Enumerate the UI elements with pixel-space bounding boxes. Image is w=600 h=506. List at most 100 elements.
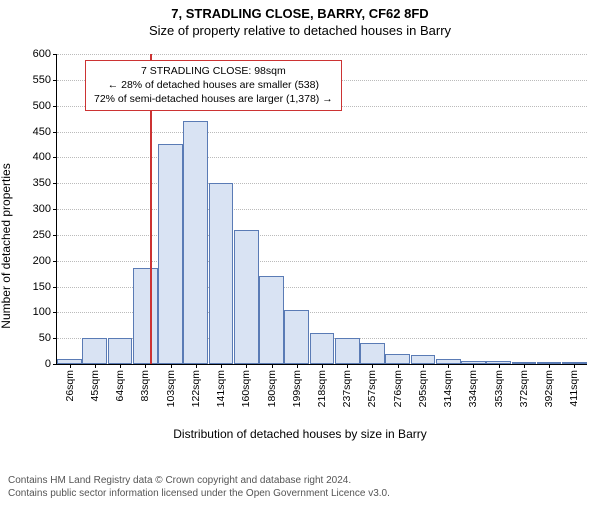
- ytick-label: 150: [33, 281, 51, 293]
- xtick-label: 26sqm: [64, 370, 76, 402]
- xtick-mark: [297, 364, 298, 368]
- ytick-label: 50: [39, 332, 51, 344]
- ytick-mark: [53, 209, 57, 210]
- ytick-mark: [53, 80, 57, 81]
- gridline-h: [57, 132, 587, 133]
- xtick-mark: [221, 364, 222, 368]
- xtick-label: 160sqm: [240, 370, 252, 407]
- xtick-label: 295sqm: [417, 370, 429, 407]
- ytick-mark: [53, 183, 57, 184]
- gridline-h: [57, 54, 587, 55]
- xtick-label: 237sqm: [341, 370, 353, 407]
- xtick-label: 353sqm: [493, 370, 505, 407]
- plot-region: 7 STRADLING CLOSE: 98sqm ← 28% of detach…: [56, 54, 587, 365]
- xtick-mark: [574, 364, 575, 368]
- ytick-label: 250: [33, 229, 51, 241]
- ytick-mark: [53, 287, 57, 288]
- footer-line2: Contains public sector information licen…: [8, 488, 390, 501]
- ytick-label: 450: [33, 126, 51, 138]
- xtick-mark: [95, 364, 96, 368]
- histogram-bar: [284, 310, 309, 364]
- xtick-label: 141sqm: [215, 370, 227, 407]
- histogram-bar: [108, 338, 133, 364]
- xtick-label: 334sqm: [467, 370, 479, 407]
- gridline-h: [57, 261, 587, 262]
- xtick-label: 103sqm: [165, 370, 177, 407]
- ytick-mark: [53, 106, 57, 107]
- histogram-bar: [183, 121, 208, 364]
- xtick-label: 83sqm: [139, 370, 151, 402]
- ytick-label: 200: [33, 255, 51, 267]
- histogram-bar: [234, 230, 259, 364]
- ytick-mark: [53, 338, 57, 339]
- ytick-label: 300: [33, 203, 51, 215]
- xtick-mark: [171, 364, 172, 368]
- ytick-mark: [53, 235, 57, 236]
- xtick-mark: [145, 364, 146, 368]
- histogram-bar: [360, 343, 385, 364]
- ytick-mark: [53, 312, 57, 313]
- xtick-label: 411sqm: [568, 370, 580, 407]
- ytick-label: 550: [33, 74, 51, 86]
- histogram-bar: [335, 338, 360, 364]
- ytick-label: 400: [33, 151, 51, 163]
- xtick-mark: [499, 364, 500, 368]
- xtick-label: 372sqm: [518, 370, 530, 407]
- ytick-mark: [53, 261, 57, 262]
- xtick-mark: [524, 364, 525, 368]
- ytick-mark: [53, 54, 57, 55]
- xtick-mark: [70, 364, 71, 368]
- annotation-line1: 7 STRADLING CLOSE: 98sqm: [94, 64, 333, 78]
- histogram-bar: [411, 355, 436, 364]
- annotation-line3: 72% of semi-detached houses are larger (…: [94, 92, 333, 106]
- footer-attribution: Contains HM Land Registry data © Crown c…: [8, 475, 390, 500]
- xtick-mark: [322, 364, 323, 368]
- xtick-mark: [423, 364, 424, 368]
- gridline-h: [57, 183, 587, 184]
- ytick-label: 0: [45, 358, 51, 370]
- xtick-label: 64sqm: [114, 370, 126, 402]
- xtick-label: 257sqm: [366, 370, 378, 407]
- xtick-mark: [549, 364, 550, 368]
- xtick-mark: [196, 364, 197, 368]
- xtick-label: 122sqm: [190, 370, 202, 407]
- xtick-mark: [448, 364, 449, 368]
- xtick-label: 180sqm: [266, 370, 278, 407]
- xtick-label: 314sqm: [442, 370, 454, 407]
- xtick-mark: [347, 364, 348, 368]
- gridline-h: [57, 235, 587, 236]
- histogram-bar: [133, 268, 158, 364]
- histogram-bar: [209, 183, 234, 364]
- ytick-label: 350: [33, 177, 51, 189]
- chart-area: Number of detached properties 7 STRADLIN…: [0, 48, 600, 443]
- xtick-mark: [246, 364, 247, 368]
- ytick-label: 100: [33, 306, 51, 318]
- ytick-mark: [53, 132, 57, 133]
- gridline-h: [57, 157, 587, 158]
- xtick-label: 218sqm: [316, 370, 328, 407]
- xtick-mark: [398, 364, 399, 368]
- y-axis-label: Number of detached properties: [0, 146, 13, 346]
- footer-line1: Contains HM Land Registry data © Crown c…: [8, 475, 390, 488]
- ytick-mark: [53, 364, 57, 365]
- annotation-line2: ← 28% of detached houses are smaller (53…: [94, 78, 333, 92]
- histogram-bar: [259, 276, 284, 364]
- ytick-label: 600: [33, 48, 51, 60]
- ytick-mark: [53, 157, 57, 158]
- xtick-mark: [120, 364, 121, 368]
- annotation-box: 7 STRADLING CLOSE: 98sqm ← 28% of detach…: [85, 60, 342, 111]
- histogram-bar: [310, 333, 335, 364]
- xtick-label: 276sqm: [392, 370, 404, 407]
- xtick-mark: [473, 364, 474, 368]
- xtick-mark: [272, 364, 273, 368]
- xtick-label: 199sqm: [291, 370, 303, 407]
- xtick-mark: [372, 364, 373, 368]
- histogram-bar: [158, 144, 183, 364]
- title-main: 7, STRADLING CLOSE, BARRY, CF62 8FD: [0, 6, 600, 21]
- gridline-h: [57, 209, 587, 210]
- histogram-bar: [385, 354, 410, 364]
- x-axis-label: Distribution of detached houses by size …: [0, 427, 600, 441]
- xtick-label: 392sqm: [543, 370, 555, 407]
- ytick-label: 500: [33, 100, 51, 112]
- xtick-label: 45sqm: [89, 370, 101, 402]
